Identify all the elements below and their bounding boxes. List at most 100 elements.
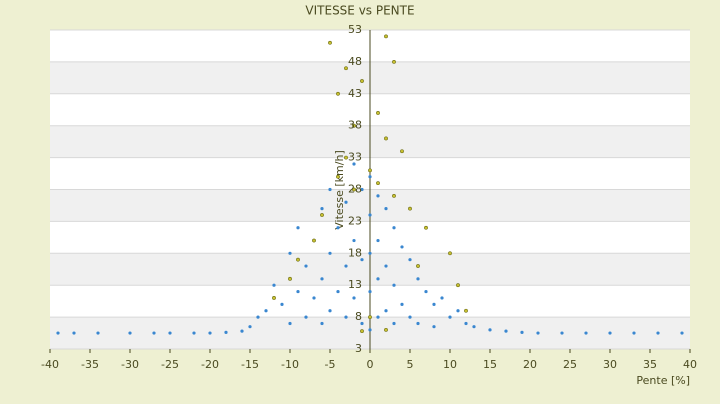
- point: [424, 225, 428, 230]
- point: [656, 331, 660, 335]
- point: [384, 264, 388, 268]
- point: [416, 277, 420, 281]
- x-tick-label: 25: [563, 358, 577, 371]
- point: [376, 181, 380, 186]
- x-tick-label: 35: [643, 358, 657, 371]
- y-tick-label: 28: [348, 183, 362, 196]
- point: [392, 60, 396, 64]
- x-tick-label: -20: [201, 358, 219, 371]
- x-tick-label: 10: [443, 358, 457, 371]
- point: [272, 283, 276, 287]
- point: [344, 315, 348, 319]
- point: [328, 40, 332, 45]
- point: [368, 175, 372, 179]
- point: [392, 226, 396, 230]
- y-tick-label: 13: [348, 278, 362, 291]
- point: [336, 91, 340, 96]
- point: [128, 331, 132, 335]
- point: [456, 309, 460, 313]
- point: [432, 302, 436, 306]
- point: [352, 187, 356, 192]
- point: [264, 309, 268, 313]
- point: [352, 238, 356, 243]
- point: [360, 321, 364, 326]
- point: [208, 331, 212, 335]
- point: [240, 329, 244, 333]
- point: [376, 238, 380, 243]
- point: [448, 251, 452, 256]
- point: [384, 207, 388, 211]
- point: [248, 325, 252, 329]
- point: [416, 321, 420, 326]
- point: [368, 168, 372, 173]
- point: [432, 325, 436, 329]
- point: [304, 264, 308, 268]
- point: [400, 302, 404, 306]
- point: [288, 276, 292, 281]
- point: [320, 207, 324, 211]
- point: [368, 213, 372, 217]
- point: [488, 328, 492, 332]
- point: [168, 331, 172, 335]
- point: [424, 289, 428, 294]
- point: [368, 251, 372, 255]
- x-tick-label: 5: [407, 358, 414, 371]
- point: [304, 315, 308, 319]
- x-tick-label: -10: [281, 358, 299, 371]
- point: [368, 289, 372, 294]
- y-axis-title: Vitesse [km/h]: [333, 150, 346, 230]
- point: [152, 331, 156, 335]
- point: [296, 226, 300, 230]
- point: [448, 315, 452, 319]
- point: [392, 193, 396, 198]
- point: [464, 321, 468, 326]
- point: [312, 296, 316, 300]
- point: [360, 79, 364, 83]
- point: [560, 331, 564, 335]
- point: [456, 283, 460, 288]
- y-tick-label: 38: [348, 119, 362, 132]
- y-tick-label: 18: [348, 246, 362, 259]
- point: [680, 331, 684, 335]
- point: [376, 194, 380, 198]
- point: [472, 325, 476, 329]
- y-tick-label: 3: [355, 342, 362, 355]
- x-tick-label: -25: [161, 358, 179, 371]
- point: [296, 289, 300, 294]
- point: [384, 34, 388, 39]
- point: [400, 245, 404, 249]
- point: [376, 111, 380, 115]
- point: [536, 331, 540, 335]
- point: [584, 331, 588, 335]
- point: [368, 328, 372, 332]
- x-tick-label: -40: [41, 358, 59, 371]
- point: [384, 136, 388, 141]
- point: [632, 331, 636, 335]
- point: [328, 251, 332, 255]
- point: [272, 296, 276, 300]
- x-tick-label: 40: [683, 358, 697, 371]
- point: [352, 296, 356, 300]
- chart-title: VITESSE vs PENTE: [305, 4, 414, 18]
- point: [320, 321, 324, 326]
- point: [288, 251, 292, 255]
- point: [280, 302, 284, 306]
- x-tick-label: -15: [241, 358, 259, 371]
- x-tick-label: -5: [325, 358, 336, 371]
- point: [360, 258, 364, 262]
- point: [352, 162, 356, 166]
- point: [408, 315, 412, 319]
- point: [328, 309, 332, 313]
- point: [400, 149, 404, 154]
- point: [56, 331, 60, 335]
- point: [392, 283, 396, 287]
- point: [376, 315, 380, 319]
- point: [336, 174, 340, 179]
- y-tick-label: 53: [348, 23, 362, 36]
- point: [408, 206, 412, 211]
- point: [608, 331, 612, 335]
- x-tick-label: 0: [367, 358, 374, 371]
- y-tick-label: 43: [348, 87, 362, 100]
- point: [72, 331, 76, 335]
